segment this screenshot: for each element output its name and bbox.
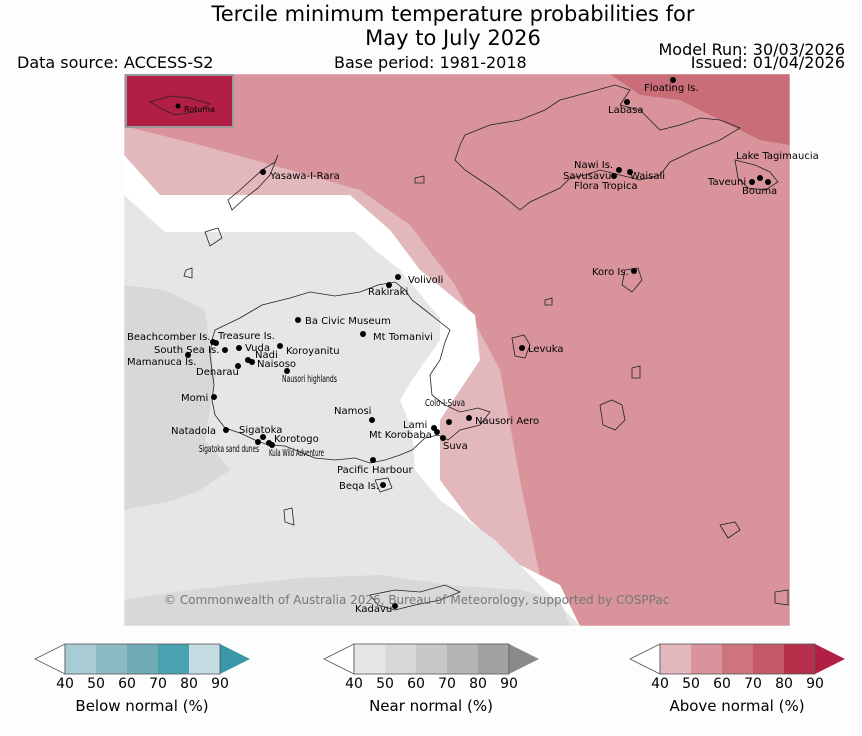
label-south-sea: South Sea Is. [154, 345, 219, 356]
near-swatch-6 [509, 644, 539, 674]
label-flora-tropica: Flora Tropica [574, 181, 637, 192]
svg-text:60: 60 [118, 676, 136, 692]
label-levuka: Levuka [528, 344, 564, 355]
svg-text:80: 80 [775, 676, 793, 692]
label-colo-i-suva: Colo-I-Suva [425, 398, 465, 409]
label-namosi: Namosi [334, 406, 371, 417]
below-swatch-5 [189, 644, 220, 674]
colorbar-below: 40 50 60 70 80 90 Below normal (%) [34, 643, 250, 715]
copyright: © Commonwealth of Australia 2026, Bureau… [164, 593, 669, 607]
chart-title: Tercile minimum temperature probabilitie… [0, 2, 862, 50]
label-yasawa: Yasawa-I-Rara [269, 171, 340, 182]
label-treasure: Treasure Is. [217, 331, 275, 342]
label-koro: Koro Is. [592, 267, 629, 278]
label-labasa: Labasa [608, 105, 644, 116]
label-sigatoka: Sigatoka [239, 425, 282, 436]
label-pacific-harbour: Pacific Harbour [337, 465, 414, 476]
svg-text:90: 90 [211, 676, 229, 692]
below-swatch-3 [127, 644, 158, 674]
above-swatch-6 [815, 644, 845, 674]
near-normal-label: Near normal (%) [369, 697, 493, 715]
label-mt-tomanivi: Mt Tomanivi [373, 332, 433, 343]
label-koroyanitu: Koroyanitu [286, 346, 340, 357]
label-lake-tagimaucia: Lake Tagimaucia [736, 151, 819, 162]
below-swatch-6 [220, 644, 250, 674]
rotuma-label: Rotuma [184, 105, 215, 114]
label-korotogo: Korotogo [274, 434, 319, 445]
near-swatch-1 [354, 644, 385, 674]
label-bouma: Bouma [742, 186, 777, 197]
title-line-2: May to July 2026 [365, 26, 541, 50]
label-volivoli: Volivoli [408, 275, 443, 286]
label-nadi: Nadi [255, 350, 278, 361]
rotuma-inset: Rotuma [125, 74, 234, 128]
svg-text:80: 80 [469, 676, 487, 692]
below-swatch-2 [96, 644, 127, 674]
base-period: Base period: 1981-2018 [334, 53, 527, 72]
label-suva: Suva [443, 441, 468, 452]
svg-text:50: 50 [682, 676, 700, 692]
label-ba-civic: Ba Civic Museum [305, 316, 391, 327]
svg-text:70: 70 [438, 676, 456, 692]
data-source: Data source: ACCESS-S2 [17, 53, 214, 72]
label-nausori-aero: Nausori Aero [475, 416, 539, 427]
colorbar-near: 40 50 60 70 80 90 Near normal (%) [323, 643, 539, 715]
colorbar-above: 40 50 60 70 80 90 Above normal (%) [629, 643, 845, 715]
label-rakiraki: Rakiraki [368, 287, 408, 298]
svg-text:40: 40 [651, 676, 669, 692]
label-savusavu: Savusavu [563, 171, 611, 182]
above-normal-label: Above normal (%) [669, 697, 804, 715]
label-kula: Kula Wild Adventure [269, 448, 324, 459]
below-normal-label: Below normal (%) [75, 697, 208, 715]
place-markers [185, 77, 771, 609]
near-swatch-4 [447, 644, 478, 674]
label-nawi: Nawi Is. [574, 160, 613, 171]
svg-text:60: 60 [407, 676, 425, 692]
label-beqa: Beqa Is. [339, 481, 379, 492]
above-swatch-1 [660, 644, 691, 674]
issued-date: Issued: 01/04/2026 [690, 53, 845, 72]
svg-text:50: 50 [87, 676, 105, 692]
svg-text:80: 80 [180, 676, 198, 692]
model-run: Model Run: 30/03/2026 [658, 40, 846, 59]
label-vuda: Vuda [245, 343, 270, 354]
label-natadola: Natadola [171, 426, 216, 437]
label-kadavu: Kadavu [355, 604, 392, 615]
label-nausori-highlands: Nausori highlands [282, 374, 337, 385]
label-beachcomber: Beachcomber Is. [127, 332, 210, 343]
label-momi: Momi [181, 393, 208, 404]
above-swatch-4 [753, 644, 784, 674]
near-swatch-2 [385, 644, 416, 674]
label-naisoso: Naisoso [257, 359, 296, 370]
place-labels: Floating Is. Labasa Yasawa-I-Rara Nawi I… [127, 83, 819, 615]
svg-text:70: 70 [744, 676, 762, 692]
below-swatch-1 [65, 644, 96, 674]
svg-text:70: 70 [149, 676, 167, 692]
label-taveuni: Taveuni [707, 177, 746, 188]
label-denarau: Denarau [196, 367, 239, 378]
probability-field [124, 74, 790, 626]
label-waisali: Waisali [630, 171, 665, 182]
label-mt-korobaba: Mt Korobaba [369, 430, 432, 441]
above-swatch-3 [722, 644, 753, 674]
above-swatch-2 [691, 644, 722, 674]
svg-text:60: 60 [713, 676, 731, 692]
svg-text:40: 40 [56, 676, 74, 692]
label-sigatoka-dunes: Sigatoka sand dunes [199, 444, 259, 455]
svg-text:40: 40 [345, 676, 363, 692]
svg-text:90: 90 [500, 676, 518, 692]
svg-text:90: 90 [806, 676, 824, 692]
label-lami: Lami [403, 420, 427, 431]
above-swatch-5 [784, 644, 815, 674]
label-mamanuca: Mamanuca Is. [127, 357, 196, 368]
near-swatch-5 [478, 644, 509, 674]
title-line-1: Tercile minimum temperature probabilitie… [211, 2, 695, 26]
near-swatch-3 [416, 644, 447, 674]
label-floating-is: Floating Is. [644, 83, 699, 94]
svg-text:50: 50 [376, 676, 394, 692]
below-swatch-4 [158, 644, 189, 674]
